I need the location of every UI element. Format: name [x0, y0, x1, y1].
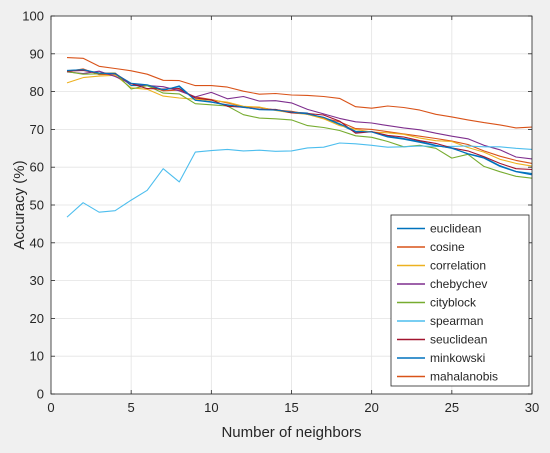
x-tick-label: 25: [445, 400, 459, 415]
y-tick-label: 50: [30, 198, 44, 213]
axis-ticks: 0 5 10 15 20 25 30 0 10 20 30 40 50 60 70 80 90 100: [22, 9, 539, 416]
legend-entry-cosine: cosine: [430, 240, 465, 254]
legend-entry-cityblock: cityblock: [430, 296, 477, 310]
legend-entry-mahalanobis: mahalanobis: [430, 370, 498, 384]
y-tick-label: 30: [30, 273, 44, 288]
legend-entry-spearman: spearman: [430, 314, 483, 328]
legend-entry-seuclidean: seuclidean: [430, 333, 487, 347]
x-tick-label: 15: [284, 400, 298, 415]
x-tick-label: 10: [204, 400, 218, 415]
series-line-mahalanobis: [66, 57, 533, 129]
y-tick-label: 80: [30, 84, 44, 99]
y-tick-label: 10: [30, 349, 44, 364]
y-tick-label: 100: [22, 9, 44, 24]
legend-entry-correlation: correlation: [430, 259, 486, 273]
series-lines: [66, 57, 533, 218]
series-line-minkowski: [66, 69, 533, 176]
y-tick-label: 40: [30, 235, 44, 250]
x-tick-label: 5: [128, 400, 135, 415]
y-tick-label: 90: [30, 46, 44, 61]
x-tick-label: 20: [364, 400, 378, 415]
series-line-spearman: [66, 142, 533, 218]
series-line-cityblock: [66, 71, 533, 179]
y-tick-label: 20: [30, 311, 44, 326]
y-axis-label: Accuracy (%): [11, 160, 28, 249]
y-tick-label: 70: [30, 122, 44, 137]
series-line-chebychev: [66, 70, 533, 160]
legend-entry-chebychev: chebychev: [430, 277, 487, 291]
x-tick-label: 0: [47, 400, 54, 415]
x-axis-label: Number of neighbors: [221, 424, 361, 441]
y-tick-label: 0: [37, 387, 44, 402]
y-tick-label: 60: [30, 160, 44, 175]
x-tick-label: 30: [525, 400, 539, 415]
legend-entry-euclidean: euclidean: [430, 222, 481, 236]
legend: euclidean cosine correlation chebychev cityb…: [390, 214, 530, 387]
legend-entry-minkowski: minkowski: [430, 351, 485, 365]
